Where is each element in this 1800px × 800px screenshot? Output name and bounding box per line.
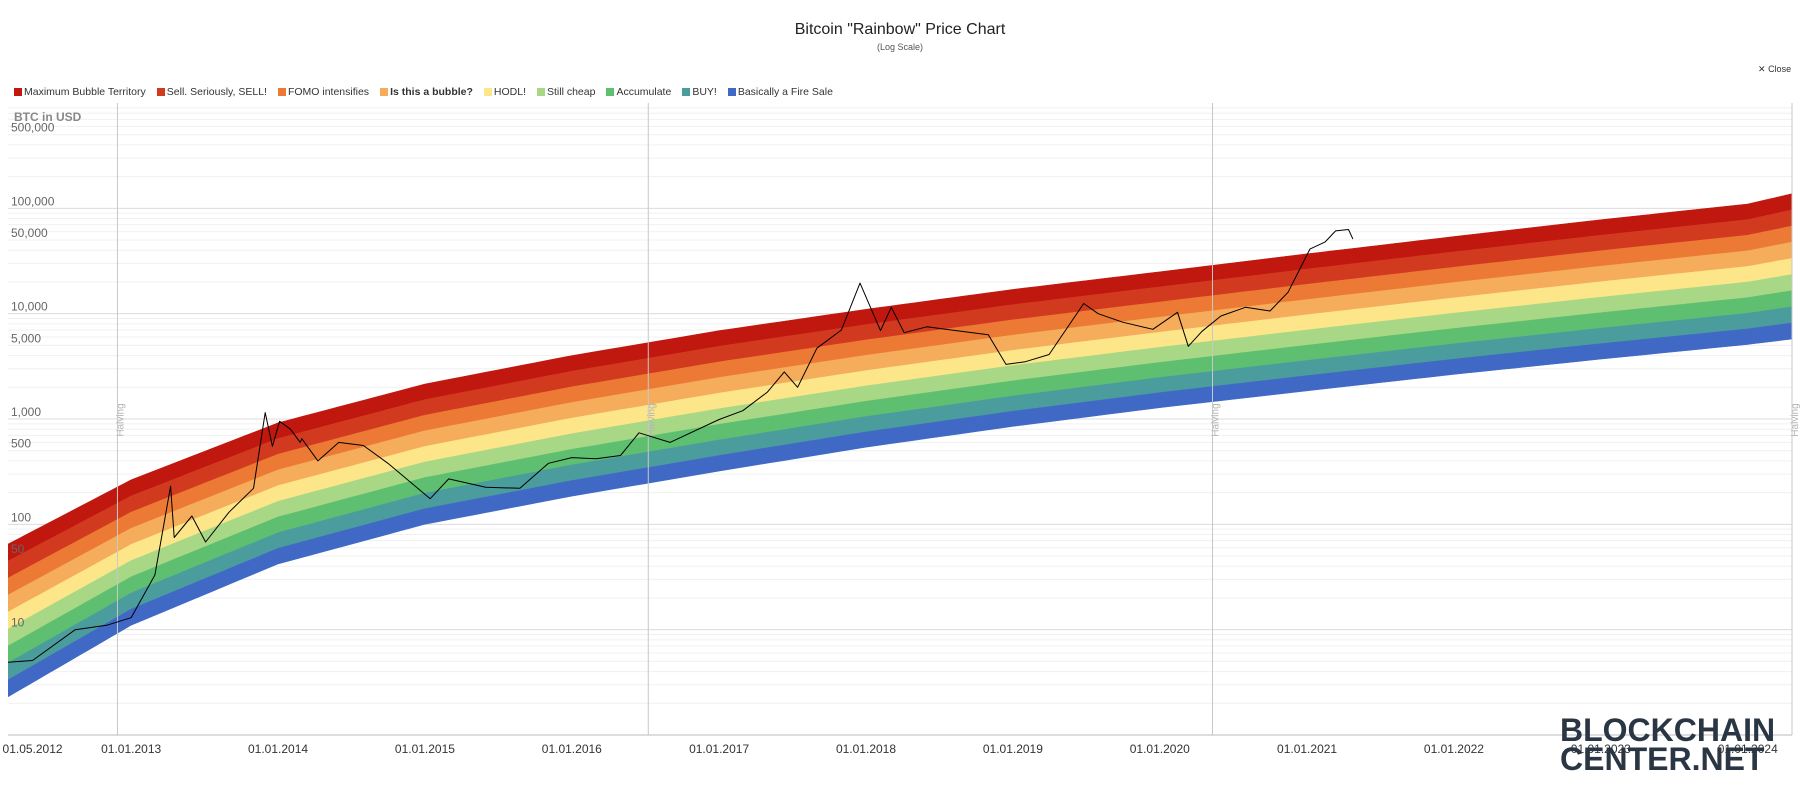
x-tick-label: 01.01.2024 xyxy=(1718,742,1778,756)
y-tick-label: 1,000 xyxy=(11,405,41,419)
halving-label: Halving xyxy=(1790,403,1800,436)
legend-swatch xyxy=(727,88,736,96)
legend-item[interactable]: Is this a bubble? xyxy=(380,86,473,98)
legend-item[interactable]: Still cheap xyxy=(537,86,595,98)
legend: Maximum Bubble Territory Sell. Seriously,… xyxy=(14,86,844,98)
legend-label: HODL! xyxy=(493,86,526,98)
legend-label: Still cheap xyxy=(547,86,596,98)
halving-label: Halving xyxy=(1210,403,1221,436)
y-tick-label: 50,000 xyxy=(11,226,48,240)
x-tick-label: 01.01.2017 xyxy=(689,742,749,756)
close-icon: ✕ xyxy=(1758,64,1766,74)
close-button[interactable]: ✕ Close xyxy=(1758,64,1791,75)
chart-title: Bitcoin "Rainbow" Price Chart xyxy=(794,21,1006,38)
legend-label: Maximum Bubble Territory xyxy=(24,86,146,98)
legend-label: Sell. Seriously, SELL! xyxy=(166,86,267,98)
legend-label: BUY! xyxy=(692,86,717,98)
x-tick-label: 01.01.2014 xyxy=(248,742,308,756)
watermark-line-1: BLOCKCHAIN xyxy=(1560,712,1776,748)
chart-subtitle: (Log Scale) xyxy=(876,42,924,52)
legend-label: Accumulate xyxy=(616,86,672,98)
legend-item[interactable]: BUY! xyxy=(682,86,717,98)
x-tick-label: 01.05.2012 xyxy=(3,742,63,756)
y-tick-label: 50 xyxy=(11,542,25,556)
close-label: Close xyxy=(1768,64,1792,74)
y-tick-label: 5,000 xyxy=(11,331,41,345)
legend-swatch xyxy=(483,88,492,96)
legend-label: Is this a bubble? xyxy=(390,86,473,98)
legend-label: Basically a Fire Sale xyxy=(737,86,833,98)
x-tick-label: 01.01.2016 xyxy=(542,742,602,756)
legend-swatch xyxy=(14,88,22,96)
x-tick-label: 01.01.2013 xyxy=(101,742,161,756)
y-tick-label: 500,000 xyxy=(11,121,55,135)
y-tick-label: 100,000 xyxy=(11,194,55,208)
band-9 xyxy=(8,322,1792,698)
legend-swatch xyxy=(606,88,615,96)
halving-label: Halving xyxy=(115,403,126,436)
legend-item[interactable]: Accumulate xyxy=(606,86,671,98)
y-tick-label: 100 xyxy=(11,510,31,524)
x-tick-label: 01.01.2019 xyxy=(983,742,1043,756)
legend-item[interactable]: Maximum Bubble Territory xyxy=(14,86,146,98)
x-tick-label: 01.01.2015 xyxy=(395,742,455,756)
legend-label: FOMO intensifies xyxy=(287,86,370,98)
price-line xyxy=(7,229,1354,663)
legend-swatch xyxy=(682,88,691,96)
x-tick-label: 01.01.2018 xyxy=(836,742,896,756)
x-tick-label: 01.01.2023 xyxy=(1571,742,1631,756)
legend-swatch xyxy=(156,88,165,96)
watermark-logo: BLOCKCHAIN CENTER.NET xyxy=(1560,712,1780,777)
y-tick-label: 10,000 xyxy=(11,300,48,314)
legend-swatch xyxy=(277,88,286,96)
x-tick-label: 01.01.2021 xyxy=(1277,742,1337,756)
halving-label: Halving xyxy=(646,403,657,436)
legend-item[interactable]: HODL! xyxy=(483,86,526,98)
x-tick-label: 01.01.2022 xyxy=(1424,742,1484,756)
y-axis-label: BTC in USD xyxy=(14,110,82,124)
legend-item[interactable]: FOMO intensifies xyxy=(277,86,370,98)
y-tick-label: 10 xyxy=(11,616,25,630)
legend-item[interactable]: Basically a Fire Sale xyxy=(727,86,833,98)
x-tick-label: 01.01.2020 xyxy=(1130,742,1190,756)
legend-swatch xyxy=(537,88,545,96)
rainbow-bands xyxy=(8,193,1792,698)
legend-item[interactable]: Sell. Seriously, SELL! xyxy=(156,86,267,98)
legend-swatch xyxy=(380,88,389,96)
y-tick-label: 500 xyxy=(11,437,31,451)
watermark-line-2: CENTER.NET xyxy=(1560,741,1765,777)
halvings: Halving Halving Halving Halving xyxy=(115,103,1800,735)
